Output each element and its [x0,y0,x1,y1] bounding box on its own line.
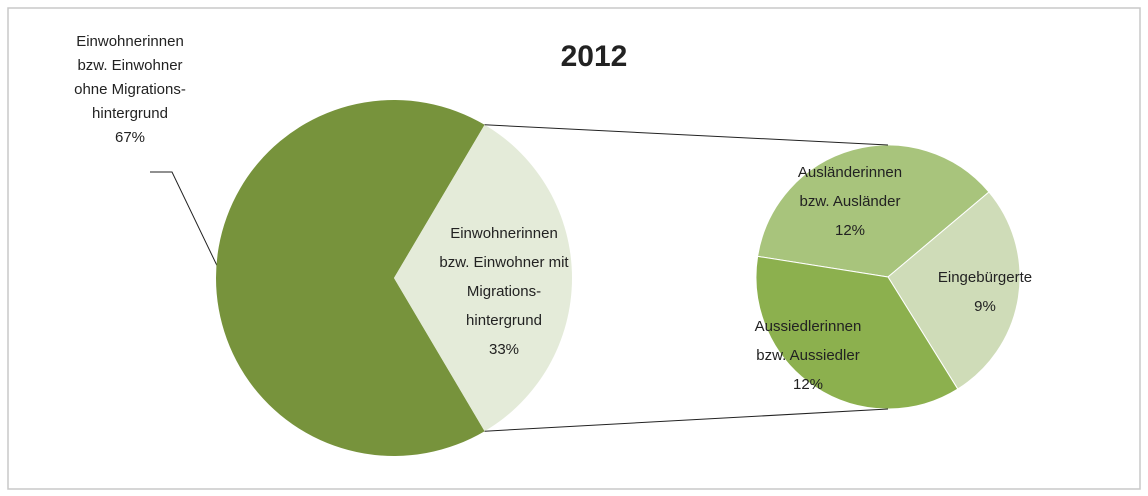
slice-label: Ausländerinnen [798,164,902,181]
slice-label: Einwohnerinnen [450,225,558,242]
value-label: 12% [793,376,823,393]
value-label: 33% [489,341,519,358]
pie-slice [394,124,572,432]
pie-slice [757,144,990,278]
slice-label: Aussiedlerinnen [755,318,862,335]
slice-label: bzw. Ausländer [800,193,901,210]
pie-slice [755,255,959,410]
value-label: 67% [115,129,145,146]
slice-label: hintergrund [466,312,542,329]
leader-line [150,171,223,277]
connector-line [484,124,889,146]
slice-label: Eingebürgerte [938,269,1032,286]
slice-label: hintergrund [92,105,168,122]
slice-label: Einwohnerinnen [76,33,184,50]
slice-label: bzw. Aussiedler [756,347,859,364]
slice-label: bzw. Einwohner [77,57,182,74]
value-label: 9% [974,298,996,315]
chart-title: 2012 [561,40,628,73]
slice-label: Migrations- [467,283,541,300]
pie-slice [215,99,485,456]
pie-slice [887,191,1021,390]
slice-label: ohne Migrations- [74,81,186,98]
connector-line [484,408,889,432]
value-label: 12% [835,222,865,239]
slice-label: bzw. Einwohner mit [439,254,569,271]
